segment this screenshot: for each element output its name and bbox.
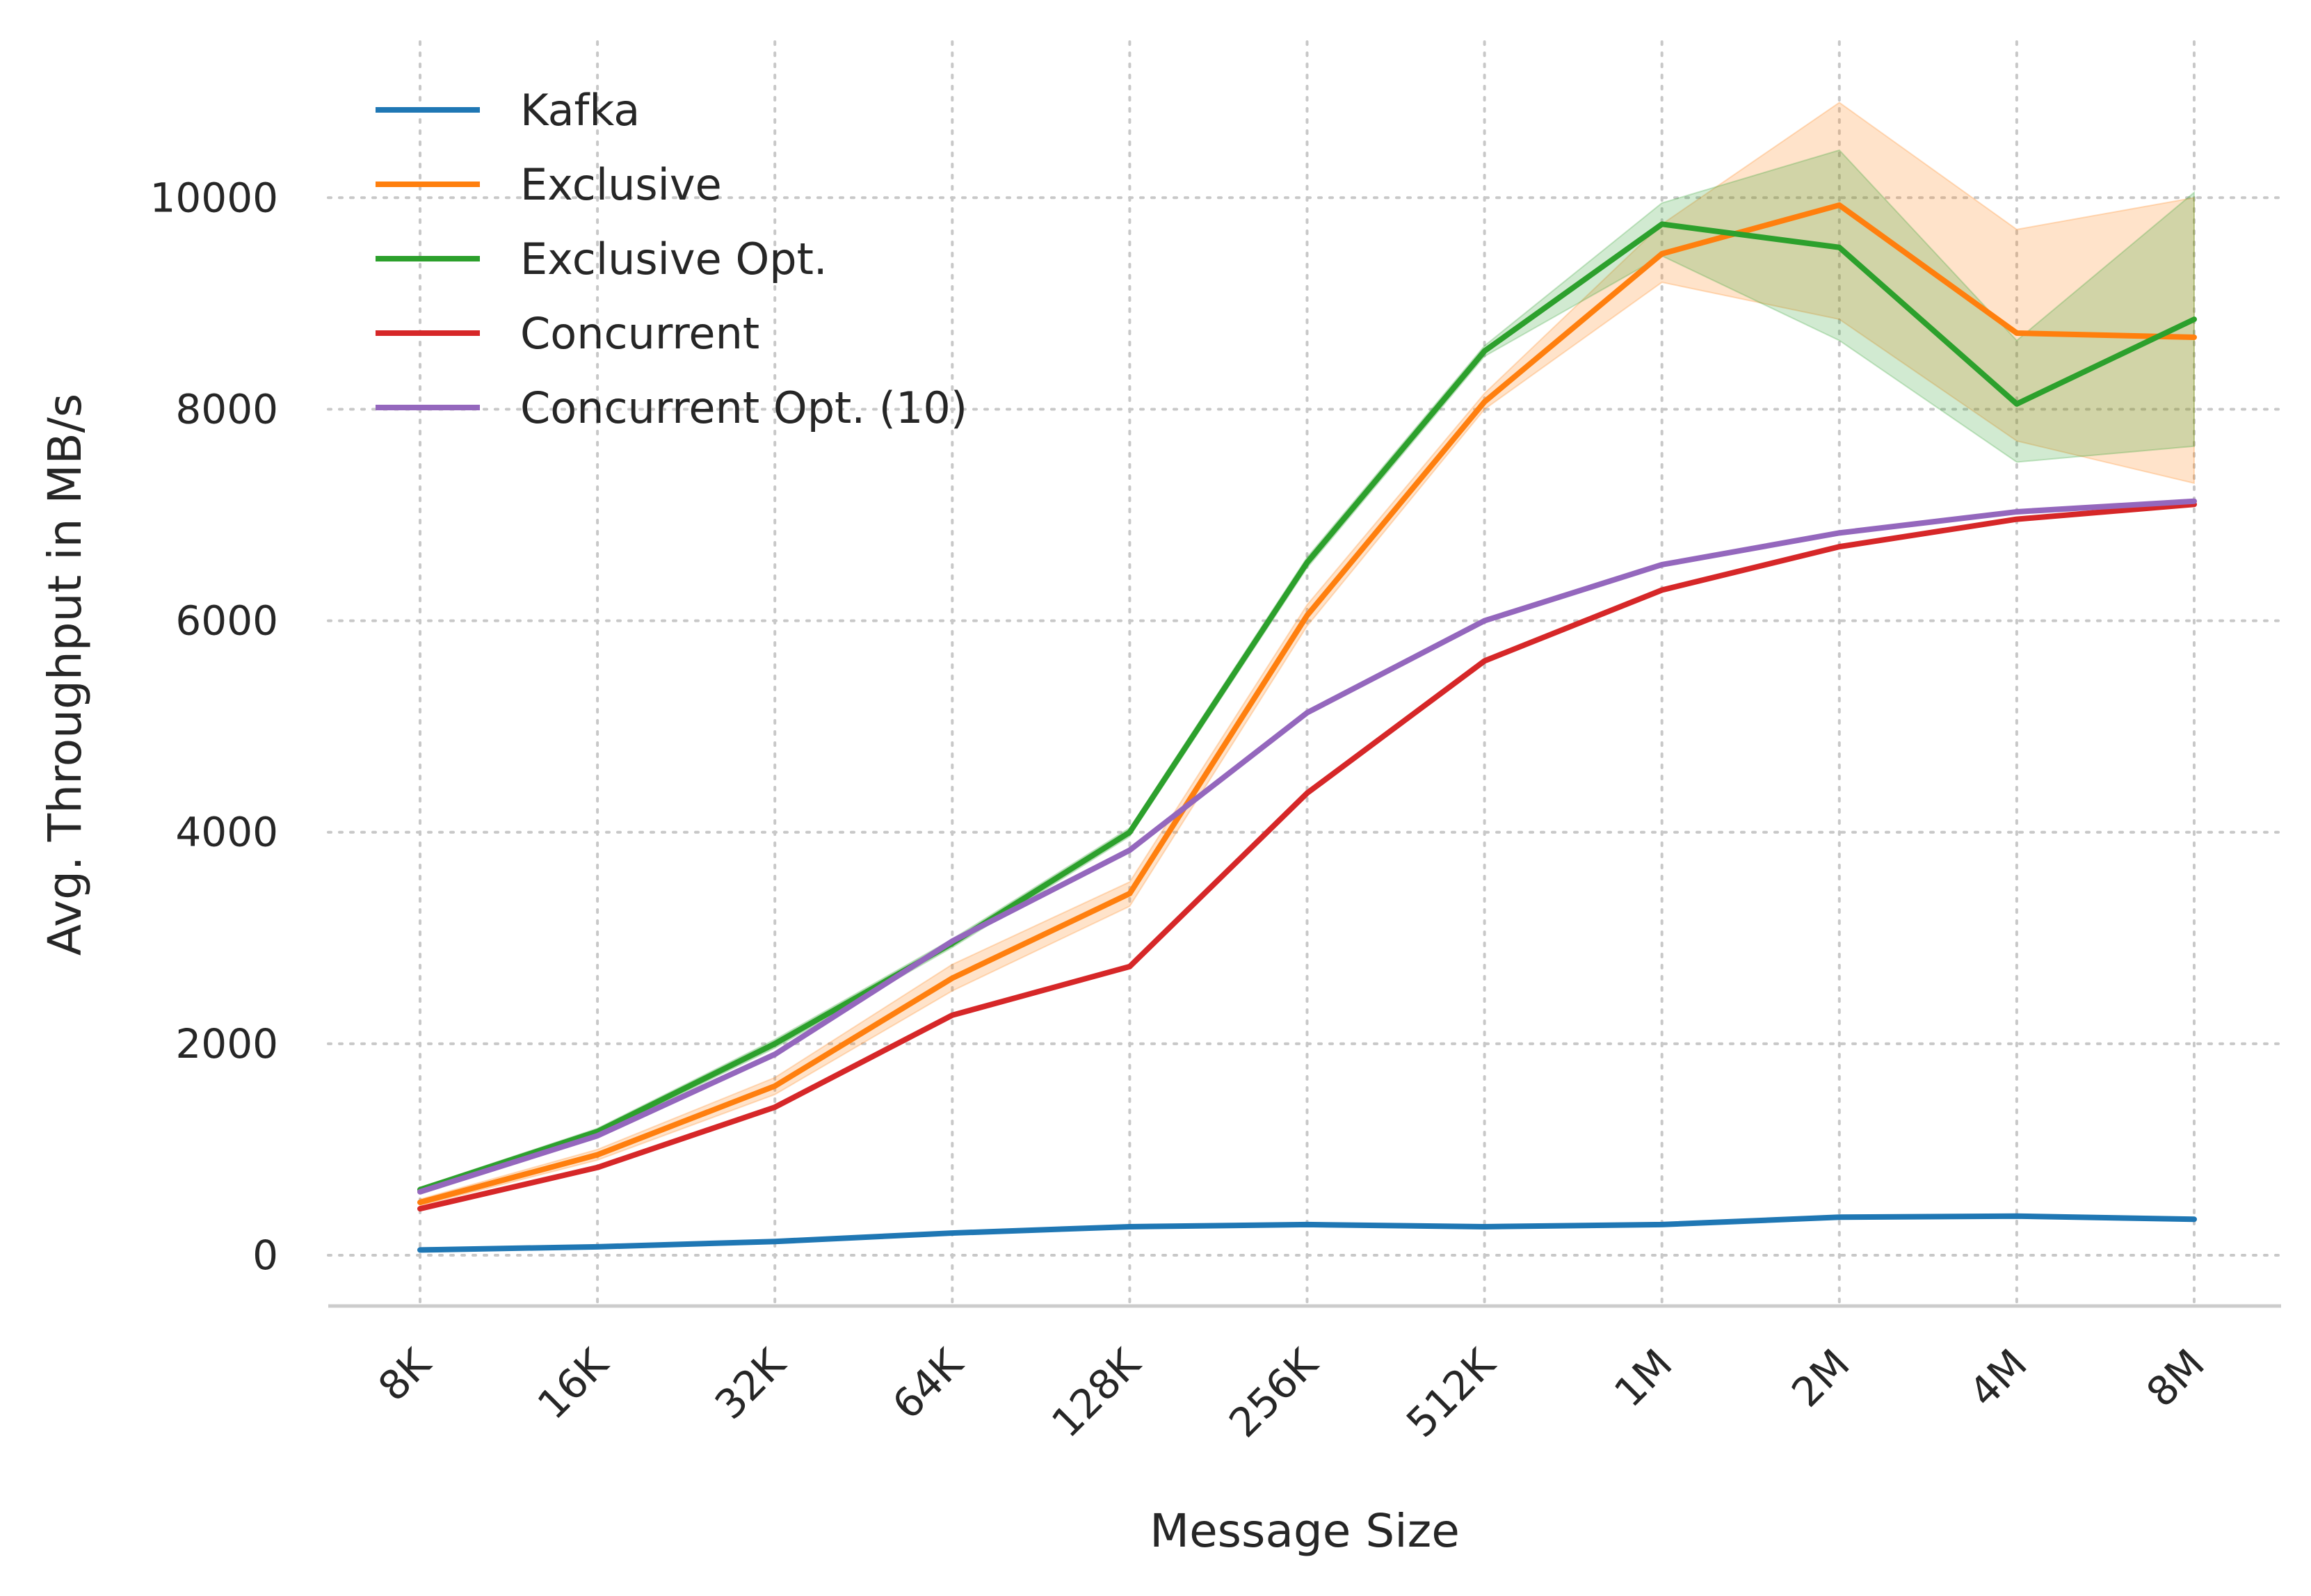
legend-label: Kafka: [520, 85, 640, 136]
x-tick-label: 8M: [2137, 1340, 2214, 1417]
legend: Kafka Exclusive Exclusive Opt. Concurrent Co…: [376, 85, 967, 433]
x-tick-label: 1M: [1605, 1340, 1682, 1417]
series-line: [417, 498, 2197, 1195]
series-line: [417, 501, 2197, 1212]
y-tick-label: 2000: [175, 1020, 278, 1067]
y-tick-label: 10000: [150, 174, 278, 221]
legend-label: Concurrent Opt. (10): [520, 382, 967, 433]
y-tick-labels: 0 2000 4000 6000 8000 10000: [150, 174, 278, 1279]
x-tick-label: 64K: [883, 1339, 973, 1428]
x-tick-labels: 8K 16K 32K 64K 128K 256K 512K 1M 2M 4M 8M: [369, 1339, 2214, 1446]
y-tick-label: 0: [252, 1232, 278, 1279]
x-tick-label: 32K: [706, 1339, 796, 1428]
confidence-band: [419, 102, 2195, 1207]
x-tick-label: 256K: [1220, 1339, 1328, 1446]
x-tick-label: 16K: [529, 1339, 618, 1428]
x-tick-label: 8K: [369, 1339, 440, 1410]
series-line: [417, 202, 2197, 1205]
series-line: [417, 1213, 2197, 1253]
series-lines: [417, 202, 2197, 1253]
x-tick-label: 2M: [1782, 1340, 1859, 1417]
legend-label: Exclusive: [520, 159, 722, 210]
x-tick-label: 4M: [1960, 1340, 2036, 1417]
series-line: [417, 221, 2197, 1193]
legend-label: Concurrent: [520, 308, 759, 359]
legend-label: Exclusive Opt.: [520, 234, 828, 284]
x-tick-label: 512K: [1397, 1339, 1505, 1446]
x-tick-label: 128K: [1042, 1339, 1150, 1446]
y-tick-label: 6000: [175, 597, 278, 645]
y-axis-title: Avg. Throughput in MB/s: [38, 394, 92, 956]
y-tick-label: 8000: [175, 385, 278, 433]
x-axis-title: Message Size: [1150, 1504, 1460, 1558]
y-tick-label: 4000: [175, 809, 278, 856]
